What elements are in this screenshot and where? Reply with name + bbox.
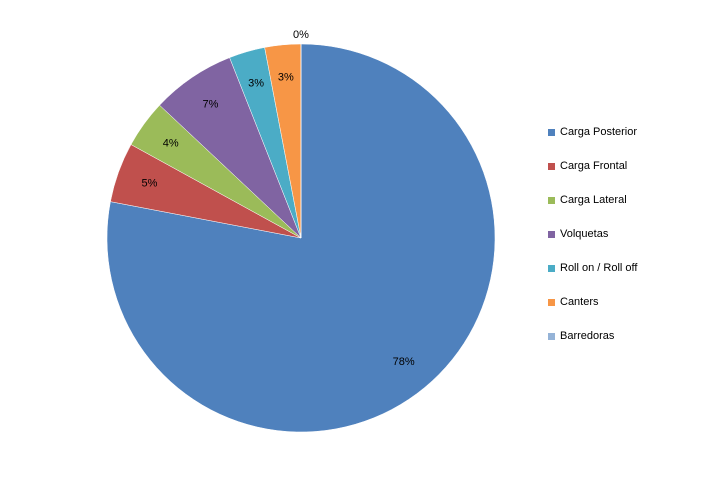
data-label: 5% — [142, 177, 158, 189]
legend-swatch — [548, 333, 555, 340]
data-label: 7% — [203, 99, 219, 111]
data-label: 3% — [248, 77, 264, 89]
data-label: 3% — [278, 72, 294, 84]
legend-item: Volquetas — [548, 226, 640, 242]
legend-item: Carga Lateral — [548, 192, 640, 208]
data-label: 0% — [293, 29, 309, 41]
legend-label: Volquetas — [560, 228, 609, 240]
legend-item: Carga Frontal — [548, 158, 640, 174]
legend-item: Carga Posterior — [548, 124, 640, 140]
legend-label: Carga Posterior — [560, 126, 638, 138]
legend-label: Carga Lateral — [560, 194, 627, 206]
legend-swatch — [548, 299, 555, 306]
pie-slice — [106, 43, 496, 433]
legend-label: Barredoras — [560, 330, 615, 342]
data-label: 4% — [163, 137, 179, 149]
legend-label: Carga Frontal — [560, 160, 628, 172]
legend-item: Canters — [548, 294, 640, 310]
legend-swatch — [548, 231, 555, 238]
legend-swatch — [548, 129, 555, 136]
legend: Carga Posterior Carga Frontal Carga Latera… — [548, 124, 640, 362]
legend-label: Canters — [560, 296, 599, 308]
legend-swatch — [548, 197, 555, 204]
data-label: 78% — [393, 356, 415, 368]
legend-item: Barredoras — [548, 328, 640, 344]
legend-swatch — [548, 163, 555, 170]
legend-swatch — [548, 265, 555, 272]
legend-item: Roll on / Roll off — [548, 260, 640, 276]
legend-label: Roll on / Roll off — [560, 262, 638, 274]
